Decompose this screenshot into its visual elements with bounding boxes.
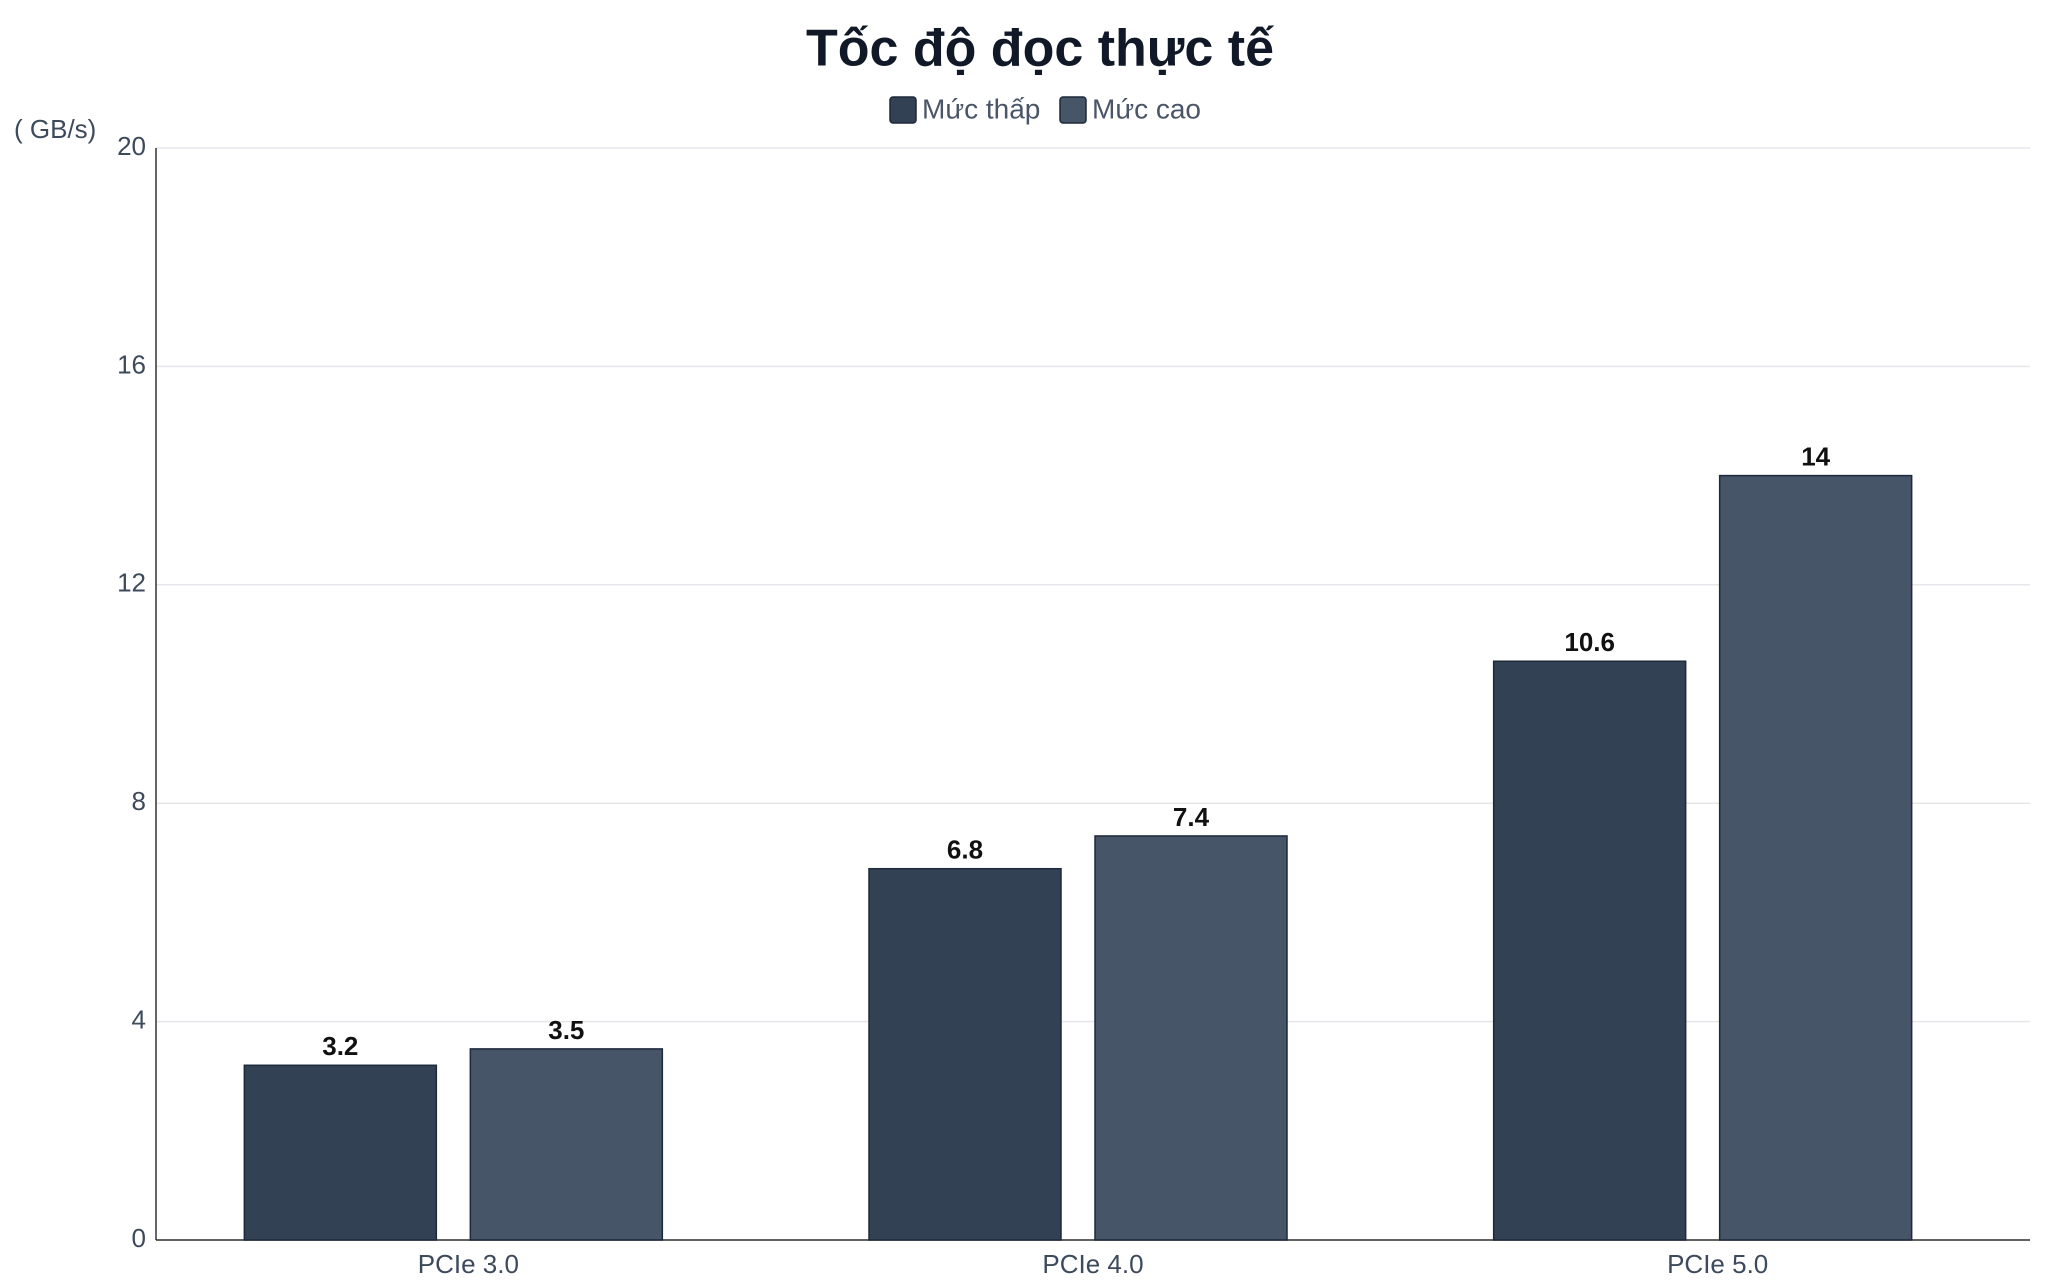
bar (1492, 660, 1687, 1241)
y-tick-label: 4 (132, 1004, 146, 1034)
bar (469, 1048, 664, 1241)
value-label: 3.2 (322, 1031, 358, 1061)
value-label: 3.5 (548, 1015, 584, 1045)
value-label: 6.8 (947, 835, 983, 865)
bar (1718, 474, 1913, 1241)
y-tick-label: 0 (132, 1223, 146, 1253)
x-tick-label: PCIe 3.0 (418, 1249, 519, 1279)
y-tick-label: 20 (117, 131, 146, 161)
chart-title: Tốc độ đọc thực tế (806, 20, 1274, 78)
y-tick-label: 12 (117, 568, 146, 598)
bar (868, 867, 1062, 1241)
x-tick-label: PCIe 5.0 (1667, 1249, 1768, 1279)
value-label: 10.6 (1564, 627, 1615, 657)
legend-swatch (1059, 96, 1087, 124)
y-tick-label: 8 (132, 786, 146, 816)
value-label: 14 (1801, 441, 1830, 471)
bar (1094, 835, 1288, 1241)
bar (243, 1064, 438, 1241)
value-label: 7.4 (1173, 802, 1210, 832)
y-tick-label: 16 (117, 349, 146, 379)
legend-label: Mức cao (1092, 93, 1201, 124)
legend-label: Mức thấp (922, 93, 1040, 124)
y-axis-label: ( GB/s) (14, 114, 96, 144)
x-tick-label: PCIe 4.0 (1042, 1249, 1143, 1279)
legend-swatch (889, 96, 917, 124)
